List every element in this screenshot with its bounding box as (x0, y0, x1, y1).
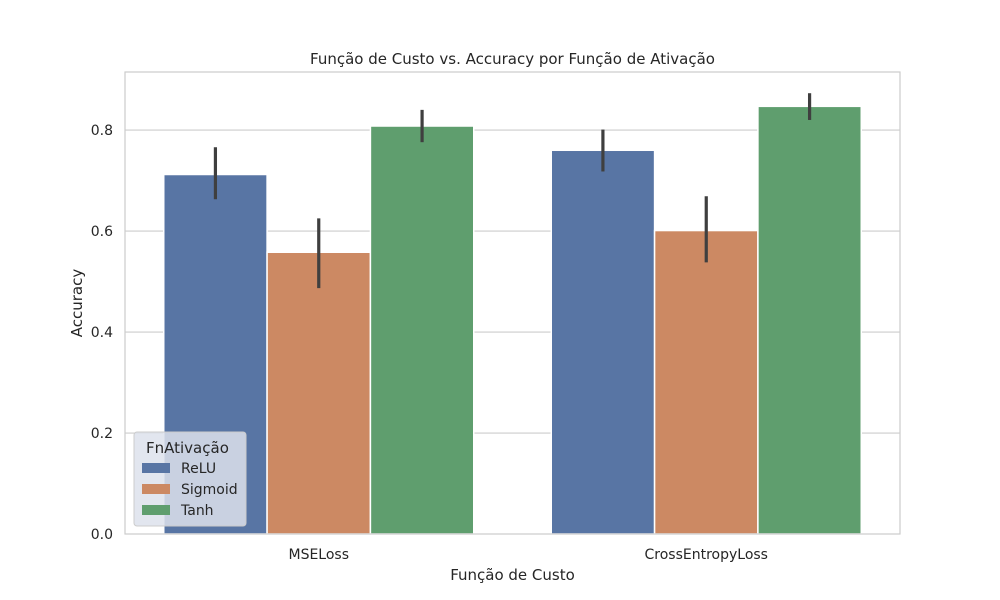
legend: FnAtivação ReLU Sigmoid Tanh (133, 431, 247, 527)
legend-box (133, 431, 247, 527)
legend-title: FnAtivação (146, 439, 229, 457)
bar-tanh-mseloss (369, 125, 475, 535)
x-tick-label: CrossEntropyLoss (645, 547, 768, 563)
y-tick-label: 0.6 (91, 224, 113, 240)
legend-swatch-tanh (142, 505, 170, 515)
legend-swatch-sigmoid (142, 484, 170, 494)
legend-label-tanh: Tanh (180, 503, 214, 519)
y-tick-label: 0.2 (91, 426, 113, 442)
x-tick-labels: MSELoss CrossEntropyLoss (288, 547, 768, 563)
y-axis-label: Accuracy (68, 269, 86, 338)
y-tick-labels: 0.0 0.2 0.4 0.6 0.8 (91, 123, 113, 543)
y-tick-label: 0.4 (91, 325, 113, 341)
legend-items: ReLU Sigmoid Tanh (142, 461, 238, 519)
y-tick-label: 0.8 (91, 123, 113, 139)
legend-label-relu: ReLU (181, 461, 216, 477)
bars (163, 105, 863, 535)
y-tick-label: 0.0 (91, 527, 113, 543)
bar-sigmoid-mseloss (266, 251, 372, 535)
legend-label-sigmoid: Sigmoid (181, 482, 238, 498)
x-tick-label: MSELoss (288, 547, 349, 563)
bar-tanh-crossentropyloss (757, 105, 863, 535)
plot-frame (124, 71, 901, 535)
x-axis-label: Função de Custo (450, 566, 575, 584)
legend-swatch-relu (142, 463, 170, 473)
bar-relu-crossentropyloss (550, 149, 656, 535)
error-bars (213, 93, 812, 289)
bar-sigmoid-crossentropyloss (653, 229, 759, 535)
chart-title: Função de Custo vs. Accuracy por Função … (310, 50, 715, 68)
